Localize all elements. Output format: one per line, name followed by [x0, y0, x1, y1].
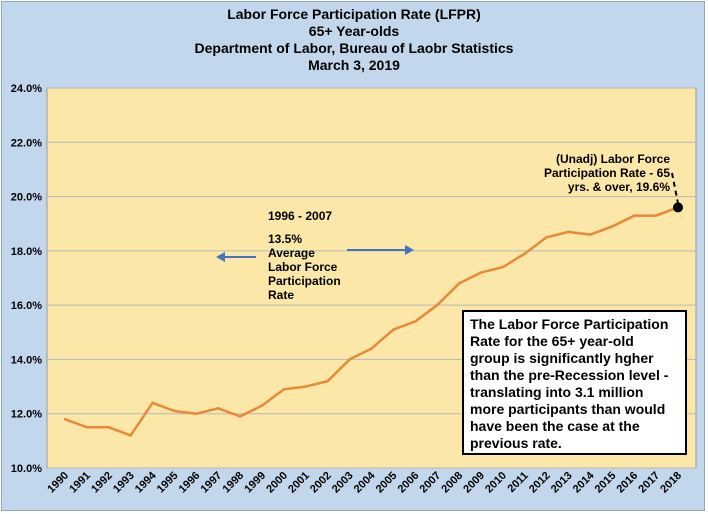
x-tick-label: 1992 — [89, 470, 115, 496]
data-point — [348, 358, 351, 361]
data-point — [414, 320, 417, 323]
x-tick-label: 1997 — [199, 470, 225, 496]
data-point — [435, 303, 439, 307]
data-point — [611, 225, 614, 228]
x-tick-label: 2011 — [506, 470, 531, 495]
callout-line-3: group is significantly hgher — [470, 350, 654, 366]
y-tick-label: 24.0% — [11, 83, 42, 95]
x-tick-label: 2014 — [571, 469, 597, 495]
x-axis-ticks: 1990199119921993199419951996199719981999… — [45, 469, 684, 495]
y-tick-label: 10.0% — [11, 463, 42, 475]
x-tick-label: 2013 — [549, 470, 575, 496]
data-point — [107, 426, 110, 429]
data-point — [370, 347, 373, 350]
chart-title: Labor Force Participation Rate (LFPR) 65… — [0, 6, 708, 74]
period-label: 1996 - 2007 — [268, 209, 333, 223]
average-label: 13.5% Average Labor Force Participation … — [268, 232, 341, 302]
callout-line-2: Rate for the 65+ year-old — [470, 333, 634, 349]
y-tick-label: 14.0% — [11, 354, 42, 366]
data-point — [589, 233, 592, 236]
data-point — [63, 417, 67, 421]
data-point — [545, 236, 548, 239]
x-tick-label: 2000 — [264, 470, 290, 496]
x-tick-label: 2006 — [396, 470, 422, 496]
x-tick-label: 2012 — [527, 470, 553, 496]
y-tick-label: 22.0% — [11, 137, 42, 149]
data-point — [304, 385, 308, 388]
data-point — [633, 214, 636, 217]
data-point — [326, 379, 329, 383]
x-tick-label: 2008 — [439, 470, 465, 496]
callout-line-4: than the pre-Recession level - — [470, 367, 669, 383]
x-tick-label: 2010 — [483, 470, 509, 496]
x-tick-label: 2015 — [593, 470, 619, 496]
average-line-1: 13.5% — [268, 232, 303, 246]
x-tick-label: 1996 — [177, 470, 203, 496]
x-tick-label: 2016 — [615, 470, 641, 496]
data-point — [260, 404, 264, 407]
data-point — [217, 407, 220, 410]
x-tick-label: 1999 — [242, 470, 268, 496]
x-tick-label: 1990 — [45, 470, 71, 496]
data-point — [567, 230, 570, 234]
y-tick-label: 18.0% — [11, 246, 42, 258]
x-tick-label: 2001 — [286, 470, 312, 496]
x-tick-label: 2007 — [418, 470, 444, 496]
title-line-4: March 3, 2019 — [308, 57, 400, 73]
data-point — [654, 214, 658, 217]
x-tick-label: 2002 — [308, 470, 334, 496]
data-point — [392, 328, 395, 331]
latest-value-label: (Unadj) Labor Force Participation Rate -… — [520, 152, 670, 194]
data-points — [63, 206, 680, 437]
data-point — [85, 426, 89, 429]
average-line-3: Labor Force — [268, 260, 338, 274]
y-tick-label: 12.0% — [11, 409, 42, 421]
latest-line-3: yrs. & over, 19.6% — [567, 180, 670, 194]
callout-line-1: The Labor Force Participation — [470, 316, 669, 332]
x-tick-label: 1994 — [133, 469, 159, 495]
x-tick-label: 2018 — [658, 470, 684, 496]
callout-box: The Labor Force Participation Rate for t… — [462, 310, 687, 455]
x-tick-label: 2005 — [374, 470, 400, 496]
average-line-5: Rate — [268, 288, 295, 302]
title-line-1: Labor Force Participation Rate (LFPR) — [227, 6, 481, 22]
x-tick-label: 2017 — [636, 470, 662, 496]
data-point — [282, 388, 286, 391]
data-point — [457, 282, 461, 285]
x-tick-label: 2003 — [330, 470, 356, 496]
x-tick-label: 2004 — [352, 469, 378, 495]
average-line-4: Participation — [268, 274, 341, 288]
highlight-point — [673, 202, 683, 213]
left-arrow-icon — [216, 252, 256, 262]
data-point — [501, 265, 505, 269]
data-point — [195, 412, 198, 415]
callout-line-5: translating into 3.1 million — [470, 384, 644, 400]
callout-line-7: have been the case at the — [470, 418, 640, 434]
y-tick-label: 20.0% — [11, 192, 42, 204]
x-tick-label: 1991 — [67, 470, 93, 496]
callout-line-8: previous rate. — [470, 435, 562, 451]
right-arrow-icon — [347, 245, 414, 255]
x-tick-label: 1998 — [220, 470, 246, 496]
latest-line-2: Participation Rate - 65 — [543, 166, 670, 180]
y-axis-ticks: 10.0% 12.0% 14.0% 16.0% 18.0% 20.0% 22.0% 24.0% — [11, 83, 42, 475]
data-point — [173, 409, 176, 413]
callout-line-6: more participants than would — [470, 401, 666, 417]
x-tick-label: 1995 — [155, 470, 181, 496]
average-arrows — [216, 245, 414, 262]
data-point — [151, 401, 154, 405]
data-point — [479, 271, 483, 274]
x-tick-label: 1993 — [111, 470, 137, 496]
y-tick-label: 16.0% — [11, 300, 42, 312]
data-point — [238, 415, 242, 418]
data-point — [523, 252, 526, 255]
x-tick-label: 2009 — [461, 470, 487, 496]
title-line-3: Department of Labor, Bureau of Laobr Sta… — [194, 40, 514, 56]
average-line-2: Average — [268, 246, 315, 260]
data-point — [129, 434, 132, 437]
title-line-2: 65+ Year-olds — [308, 23, 400, 39]
latest-line-1: (Unadj) Labor Force — [555, 152, 670, 166]
